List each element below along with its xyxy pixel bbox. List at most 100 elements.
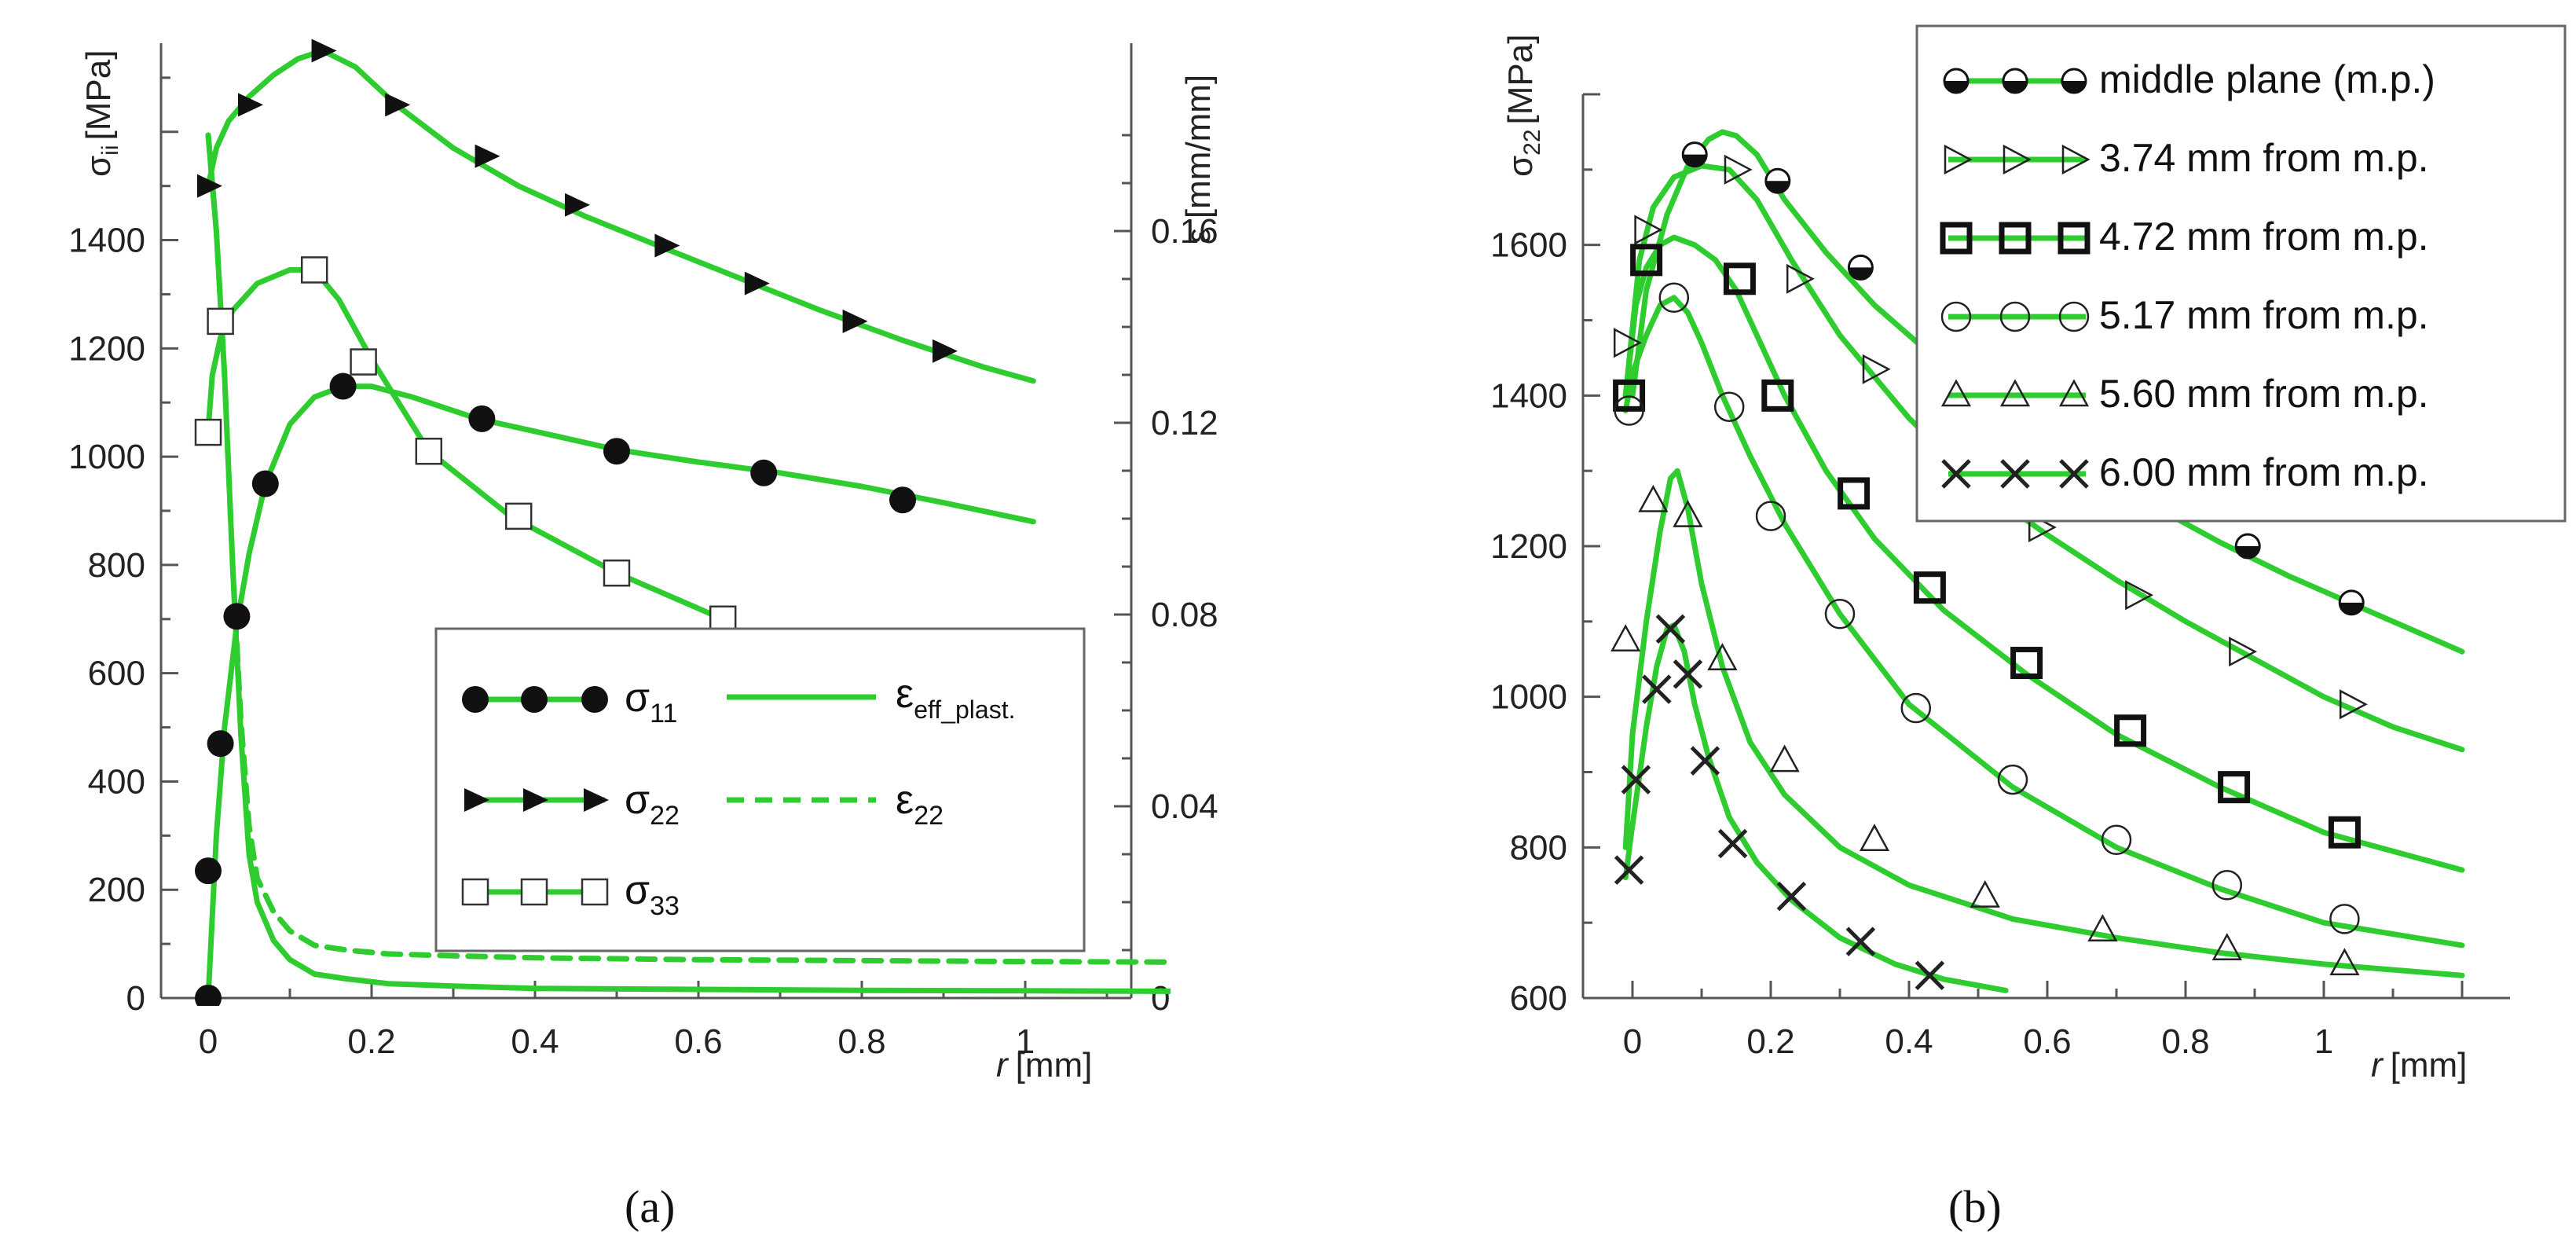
point-a--33 [300, 256, 328, 284]
point-a--11 [207, 730, 234, 758]
point-b-middle-plane-m-p- [1681, 141, 1708, 168]
series-line-b-middle-plane-m-p- [1629, 129, 2465, 655]
point-b-4-72-mm-from-m-p- [2114, 714, 2147, 747]
point-b-3-74-mm-from-m-p- [1862, 354, 1891, 384]
point-b-5-17-mm-from-m-p- [1713, 391, 1745, 422]
point-a--22 [565, 193, 590, 217]
legend-middle-plane: middle plane (m.p.) [2099, 57, 2435, 101]
point-b-3-74-mm-from-m-p- [1634, 215, 1663, 245]
point-b-6-00-mm-from-m-p--stroke2 [1776, 881, 1807, 912]
point-a--33 [603, 559, 631, 587]
point-a--11 [195, 857, 222, 885]
point-b-6-00-mm-from-m-p- [1614, 855, 1644, 885]
point-a--22 [197, 174, 222, 198]
legend-b-marker-b-3 [1999, 301, 2031, 332]
series-line-a--33 [205, 266, 726, 622]
point-b-5-17-mm-from-m-p- [1900, 692, 1932, 724]
panel-b-xtick-label: 0.6 [2023, 1022, 2071, 1061]
point-b-4-72-mm-from-m-p- [1723, 262, 1756, 295]
point-b-5-17-mm-from-m-p- [2211, 870, 2243, 901]
point-a--11 [468, 405, 496, 432]
panel-a-y2tick-label: 0.08 [1151, 596, 1218, 634]
point-b-6-00-mm-from-m-p- [1642, 674, 1672, 704]
point-b-middle-plane-m-p- [1847, 254, 1874, 281]
legend-a-marker-s11 [462, 686, 489, 713]
legend-a-marker-s22 [464, 788, 489, 812]
series-line-b-5-17-mm-from-m-p- [1622, 295, 2465, 949]
point-b-4-72-mm-from-m-p- [2010, 647, 2043, 680]
point-b-middle-plane-m-p--fill [2340, 602, 2364, 615]
point-b-6-00-mm-from-m-p--stroke2 [1642, 674, 1672, 704]
panel-b-xlabel: r [mm] [2371, 1046, 2467, 1084]
panel-a-xlabel: r [mm] [996, 1046, 1092, 1084]
point-a--22 [311, 39, 337, 63]
point-b-6-00-mm-from-m-p- [1915, 960, 1945, 991]
point-b-4-72-mm-from-m-p- [2328, 816, 2361, 849]
panel-a-ytick-label: 800 [88, 546, 145, 585]
legend-b-marker-b-5 [2059, 459, 2089, 489]
legend-b-marker-b-1 [2003, 144, 2032, 175]
point-b-4-72-mm-from-m-p- [1613, 379, 1646, 412]
point-b-6-00-mm-from-m-p- [1655, 614, 1686, 644]
point-b-6-00-mm-from-m-p- [1621, 765, 1651, 794]
point-b-5-17-mm-from-m-p- [2329, 904, 2360, 934]
point-b-6-00-mm-from-m-p- [1717, 828, 1748, 859]
point-a--22 [475, 144, 500, 168]
panel-b-xtick-label: 0.4 [1885, 1022, 1933, 1061]
point-b-5-60-mm-from-m-p- [1970, 880, 2000, 908]
legend-b-marker-b-4 [1999, 379, 2031, 407]
legend-5-17mm: 5.17 mm from m.p. [2099, 293, 2429, 337]
panel-b-ytick-label: 1000 [1490, 678, 1567, 717]
point-b-6-00-mm-from-m-p--stroke2 [1845, 927, 1876, 956]
panel-a-y2tick-label: 0 [1151, 979, 1170, 1018]
point-b-4-72-mm-from-m-p- [1630, 244, 1663, 277]
panel-b-legend: middle plane (m.p.) 3.74 mm from m.p. 4.… [1915, 24, 2567, 523]
point-a--33 [504, 502, 533, 530]
legend-6-00mm: 6.00 mm from m.p. [2099, 450, 2429, 494]
point-b-3-74-mm-from-m-p- [2339, 689, 2368, 720]
legend-b-marker-b-3 [1940, 301, 1972, 332]
point-b-5-17-mm-from-m-p- [1614, 395, 1644, 426]
panel-a-chart: 0 200 400 600 800 1000 1200 1400 0 0.04 0.08 0.12 0.… [68, 39, 1218, 1232]
legend-b-marker-b-2 [1940, 222, 1973, 255]
panel-a-y2label: ε [mm/mm] [1179, 75, 1218, 244]
point-b-4-72-mm-from-m-p- [1838, 477, 1871, 510]
series-line-a--22 [205, 132, 1171, 965]
point-b-middle-plane-m-p- [2234, 533, 2261, 560]
legend-a-marker-s11 [521, 686, 548, 713]
panel-a-ytick-label: 1400 [68, 222, 145, 260]
legend-b-marker-b-2 [1999, 222, 2032, 255]
point-b-4-72-mm-from-m-p- [1761, 379, 1794, 412]
legend-b-marker-b-0 [2061, 68, 2087, 94]
point-b-5-60-mm-from-m-p- [1610, 624, 1641, 652]
point-b-6-00-mm-from-m-p--stroke2 [1673, 659, 1703, 689]
point-b-5-60-mm-from-m-p- [2329, 948, 2360, 976]
legend-sigma22: σ22 [625, 777, 680, 831]
point-b-5-60-mm-from-m-p- [1707, 643, 1738, 670]
legend-a-marker-s22 [523, 788, 548, 812]
panel-a-xtick-label: 0.8 [837, 1022, 885, 1061]
legend-b-marker-b-5-stroke2 [1941, 459, 1971, 489]
legend-3-74mm: 3.74 mm from m.p. [2099, 136, 2429, 180]
legend-b-marker-b-1 [2061, 144, 2090, 175]
legend-5-60mm: 5.60 mm from m.p. [2099, 372, 2429, 416]
panel-a-ylabel: σii[MPa] [79, 50, 123, 177]
panel-a-ytick-label: 200 [88, 871, 145, 909]
point-b-3-74-mm-from-m-p- [2229, 637, 2258, 667]
point-b-middle-plane-m-p--fill [2236, 546, 2260, 559]
legend-a-marker-s33 [581, 878, 609, 906]
point-a--11 [223, 603, 251, 630]
panel-b-xtick-label: 0.2 [1746, 1022, 1794, 1061]
panel-a-y2tick-label: 0.16 [1151, 212, 1218, 251]
point-b-3-74-mm-from-m-p- [1724, 154, 1753, 185]
panel-a-ytick-label: 0 [126, 979, 145, 1018]
point-b-middle-plane-m-p--fill [1765, 181, 1790, 193]
legend-b-marker-b-0 [1943, 68, 1970, 94]
panel-a-xtick-label: 0.6 [674, 1022, 722, 1061]
legend-b-marker-b-4 [1940, 379, 1972, 407]
panel-b-ytick-label: 1600 [1490, 226, 1567, 265]
panel-a-ytick-label: 400 [88, 762, 145, 801]
legend-b-marker-b-5 [2000, 459, 2030, 489]
point-b-6-00-mm-from-m-p- [1845, 927, 1876, 956]
